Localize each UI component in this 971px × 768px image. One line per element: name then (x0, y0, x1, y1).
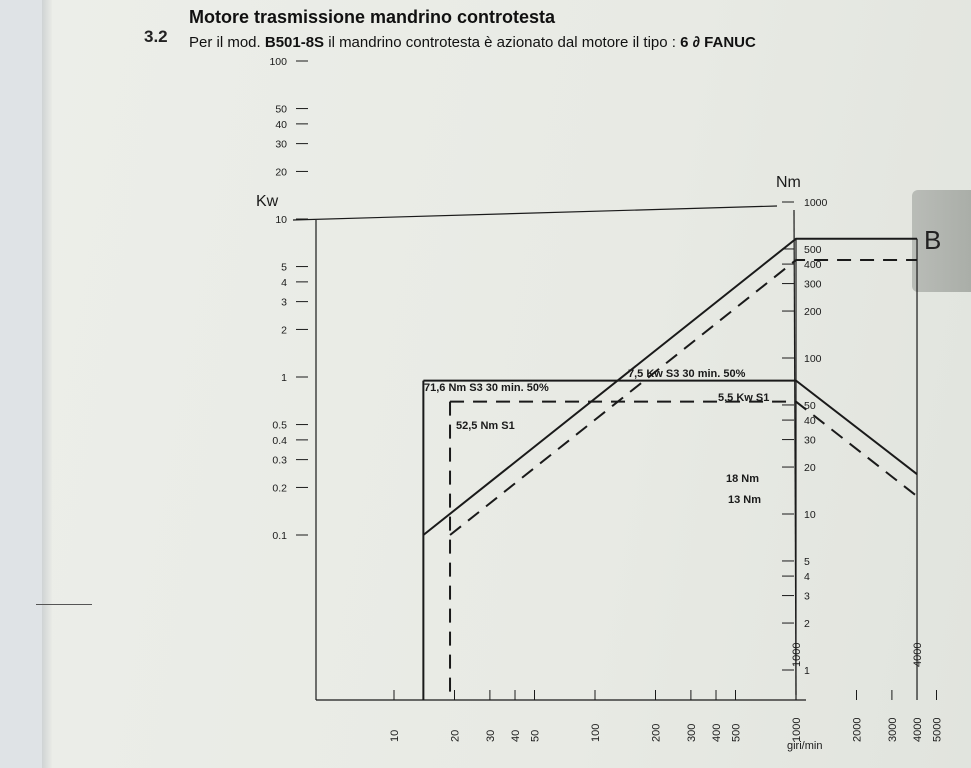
x-tick-label: 20 (450, 730, 462, 742)
facing-page-rule (36, 604, 92, 605)
right-tick-label: 100 (804, 353, 822, 365)
x-tick-label: 10 (389, 730, 401, 742)
annotation-s3-torque-end: 18 Nm (726, 473, 759, 485)
torque-curve-1 (450, 400, 918, 498)
left-tick-label: 50 (275, 104, 287, 116)
annotation-s1-torque: 52,5 Nm S1 (456, 420, 515, 432)
book-gutter (42, 0, 52, 768)
left-tick-label: 0.2 (272, 482, 287, 494)
annotation-s1-power: 5,5 Kw S1 (718, 392, 769, 404)
right-tick-label: 1000 (804, 197, 828, 209)
left-axis-unit: Kw (256, 193, 279, 210)
x-tick-label: 5000 (931, 718, 943, 742)
section-subtitle: Per il mod. B501-8S il mandrino controte… (189, 34, 756, 51)
left-tick-label: 5 (281, 262, 287, 274)
right-tick-label: 10 (804, 509, 816, 521)
x-tick-label: 3000 (887, 718, 899, 742)
marker-label-4000: 4000 (912, 643, 924, 667)
subtitle-motor: 6 ∂ FANUC (680, 34, 756, 51)
x-tick-label: 200 (651, 724, 663, 742)
left-tick-label: 10 (275, 214, 287, 226)
x-axis-unit: giri/min (787, 740, 822, 752)
left-tick-label: 100 (269, 56, 287, 68)
left-tick-label: 0.5 (272, 420, 287, 432)
section-number: 3.2 (144, 27, 168, 46)
manual-page (52, 0, 971, 768)
annotation-s1-torque-end: 13 Nm (728, 494, 761, 506)
x-tick-label: 500 (730, 724, 742, 742)
annotation-s3-torque: 71,6 Nm S3 30 min. 50% (424, 382, 549, 394)
subtitle-prefix: Per il mod. (189, 34, 265, 51)
right-tick-label: 2 (804, 618, 810, 630)
x-tick-label: 30 (485, 730, 497, 742)
right-tick-label: 20 (804, 462, 816, 474)
right-tick-label: 400 (804, 259, 822, 271)
right-tick-label: 200 (804, 306, 822, 318)
right-tick-label: 3 (804, 591, 810, 603)
right-tick-label: 30 (804, 435, 816, 447)
left-tick-label: 0.4 (272, 435, 287, 447)
section-tab-label: B (924, 225, 942, 255)
right-tick-label: 5 (804, 556, 810, 568)
right-axis-unit: Nm (776, 174, 801, 191)
right-tick-label: 500 (804, 244, 822, 256)
right-tick-label: 1 (804, 665, 810, 677)
chart-top-border (292, 205, 778, 221)
right-tick-label: 40 (804, 415, 816, 427)
left-tick-label: 3 (281, 297, 287, 309)
left-tick-label: 20 (275, 166, 287, 178)
right-tick-label: 300 (804, 279, 822, 291)
x-tick-label: 4000 (912, 718, 924, 742)
power-curve-0 (422, 237, 918, 536)
x-tick-label: 50 (529, 730, 541, 742)
x-tick-label: 2000 (852, 718, 864, 742)
right-tick-label: 4 (804, 571, 810, 583)
right-tick-label: 50 (804, 400, 816, 412)
left-tick-label: 2 (281, 324, 287, 336)
subtitle-model: B501-8S (264, 34, 325, 51)
x-tick-label: 1000 (791, 718, 803, 742)
left-tick-label: 4 (281, 277, 287, 289)
annotation-s3-power: 7,5 Kw S3 30 min. 50% (628, 368, 746, 380)
subtitle-middle: il mandrino controtesta è azionato dal m… (324, 34, 681, 51)
x-tick-label: 300 (686, 724, 698, 742)
x-tick-label: 400 (711, 724, 723, 742)
section-tab[interactable]: B (912, 190, 971, 292)
left-tick-label: 40 (275, 119, 287, 131)
marker-label-1000: 1000 (791, 643, 803, 667)
section-title: Motore trasmissione mandrino controtesta (189, 7, 556, 27)
x-tick-label: 40 (510, 730, 522, 742)
left-tick-label: 1 (281, 372, 287, 384)
torque-curve-0 (423, 379, 918, 475)
left-tick-label: 0.1 (272, 530, 287, 542)
x-tick-label: 100 (590, 724, 602, 742)
left-tick-label: 30 (275, 139, 287, 151)
left-tick-label: 0.3 (272, 455, 287, 467)
power-curve-1 (449, 259, 918, 536)
